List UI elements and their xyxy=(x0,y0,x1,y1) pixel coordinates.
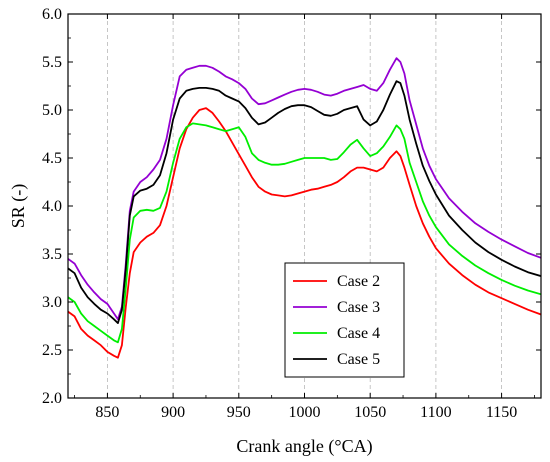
y-axis-label: SR (-) xyxy=(8,184,29,229)
x-tick-label: 850 xyxy=(95,404,119,421)
x-tick-label: 1100 xyxy=(420,404,451,421)
legend-label: Case 2 xyxy=(337,273,380,290)
x-tick-label: 950 xyxy=(227,404,251,421)
y-tick-label: 5.0 xyxy=(42,102,62,119)
y-tick-label: 4.5 xyxy=(42,150,62,167)
series-line xyxy=(68,107,541,359)
legend-label: Case 3 xyxy=(337,299,380,316)
legend: Case 2 Case 3 Case 4 Case 5 xyxy=(284,262,405,378)
y-tick-label: 6.0 xyxy=(42,6,62,23)
x-tick-label: 1000 xyxy=(289,404,321,421)
y-tick-label: 5.5 xyxy=(42,54,62,71)
series-line xyxy=(68,122,541,344)
y-tick-label: 3.0 xyxy=(42,294,62,311)
legend-label: Case 5 xyxy=(337,351,380,368)
grid xyxy=(107,14,502,398)
legend-label: Case 4 xyxy=(337,325,380,342)
x-tick-label: 1150 xyxy=(486,404,517,421)
y-tick-label: 3.5 xyxy=(42,246,62,263)
y-tick-label: 4.0 xyxy=(42,198,62,215)
series-line xyxy=(68,80,541,324)
series-lines xyxy=(68,57,541,359)
y-tick-label: 2.0 xyxy=(42,390,62,407)
x-tick-label: 1050 xyxy=(354,404,386,421)
y-tick-label: 2.5 xyxy=(42,342,62,359)
x-axis-label: Crank angle (°CA) xyxy=(236,436,372,457)
legend-box xyxy=(284,262,405,378)
axis-ticks: 850 900 950 1000 1050 1100 1150 2.0 2.5 3.0 3.5 4.0… xyxy=(42,6,541,421)
x-tick-label: 900 xyxy=(161,404,185,421)
series-line xyxy=(68,57,541,321)
